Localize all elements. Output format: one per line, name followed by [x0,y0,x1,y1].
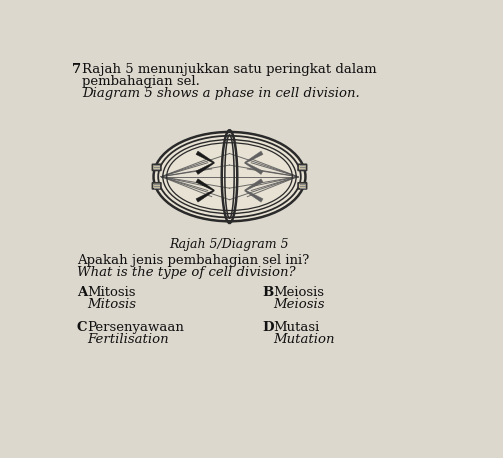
Text: Fertilisation: Fertilisation [88,333,170,346]
Text: C: C [77,321,88,333]
Polygon shape [196,162,214,174]
FancyBboxPatch shape [152,164,161,170]
Polygon shape [244,162,263,174]
Text: Rajah 5 menunjukkan satu peringkat dalam: Rajah 5 menunjukkan satu peringkat dalam [82,63,377,76]
Text: Rajah 5/Diagram 5: Rajah 5/Diagram 5 [170,238,289,251]
Text: D: D [263,321,274,333]
Text: pembahagian sel.: pembahagian sel. [82,75,200,88]
Polygon shape [196,179,214,191]
FancyBboxPatch shape [298,164,307,170]
Text: Mutation: Mutation [274,333,335,346]
Text: A: A [77,286,87,299]
FancyBboxPatch shape [152,183,161,189]
Text: Apakah jenis pembahagian sel ini?: Apakah jenis pembahagian sel ini? [77,254,309,267]
FancyBboxPatch shape [298,183,307,189]
Text: What is the type of cell division?: What is the type of cell division? [77,266,295,279]
Text: 7: 7 [72,63,81,76]
Ellipse shape [153,132,305,221]
Text: Mitosis: Mitosis [88,286,136,299]
Text: Diagram 5 shows a phase in cell division.: Diagram 5 shows a phase in cell division… [82,87,360,100]
Text: Persenyawaan: Persenyawaan [88,321,185,333]
Polygon shape [196,190,214,202]
Text: Mutasi: Mutasi [274,321,320,333]
Polygon shape [244,190,263,202]
Polygon shape [196,151,214,163]
Text: B: B [263,286,274,299]
Polygon shape [244,179,263,191]
Text: Meiosis: Meiosis [274,298,325,311]
Text: Meiosis: Meiosis [274,286,324,299]
Polygon shape [244,151,263,163]
Text: Mitosis: Mitosis [88,298,137,311]
